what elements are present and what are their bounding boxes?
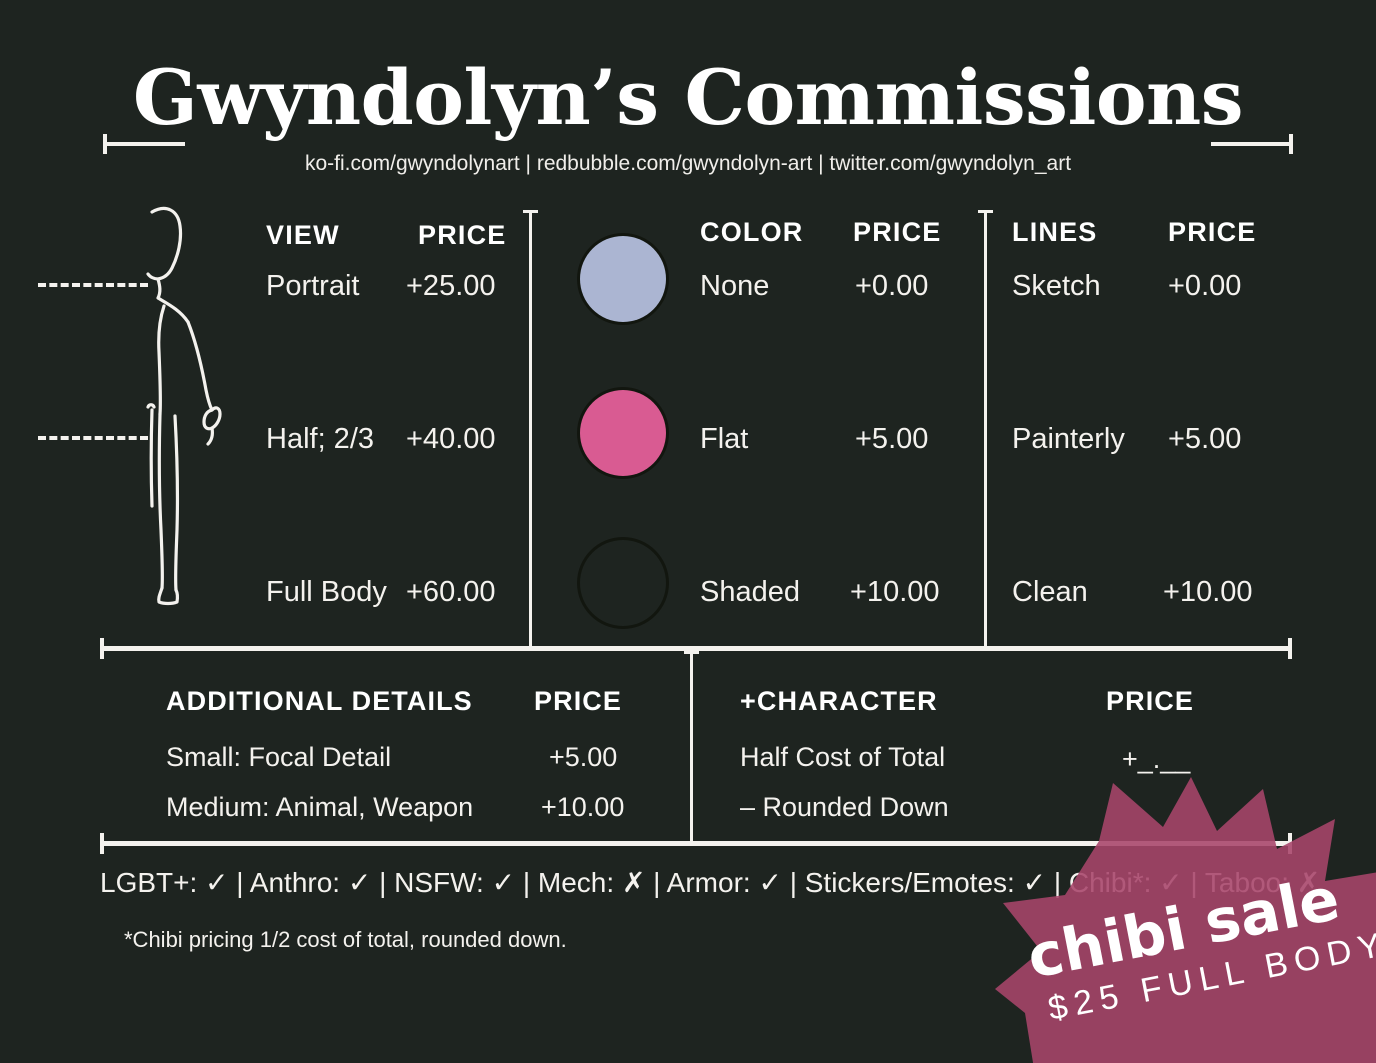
- character-row-label-rounded: – Rounded Down: [740, 792, 949, 822]
- header-rule-left: [103, 134, 185, 154]
- color-column-header: COLOR: [700, 217, 804, 247]
- lines-price-column-header: PRICE: [1168, 217, 1257, 247]
- divider-details-character: [684, 651, 699, 845]
- lines-row-price-clean: +10.00: [1163, 576, 1253, 608]
- details-row-price-medium: +10.00: [541, 792, 625, 822]
- color-price-column-header: PRICE: [853, 217, 942, 247]
- lines-row-label-painterly: Painterly: [1012, 423, 1125, 455]
- chibi-sale-badge: chibi sale $25 FULL BODY: [995, 775, 1376, 1063]
- view-row-label-fullbody: Full Body: [266, 576, 387, 608]
- view-row-label-portrait: Portrait: [266, 270, 360, 302]
- lines-row-label-sketch: Sketch: [1012, 270, 1101, 302]
- top-section: VIEW PRICE Portrait +25.00 Half; 2/3 +40…: [0, 200, 1376, 650]
- half-crop-dashline: [38, 436, 148, 440]
- color-swatch-none: [580, 236, 666, 322]
- color-swatch-flat: [580, 390, 666, 476]
- color-row-label-none: None: [700, 270, 770, 302]
- chibi-footnote: *Chibi pricing 1/2 cost of total, rounde…: [124, 927, 567, 952]
- color-row-price-none: +0.00: [855, 270, 929, 302]
- color-swatch-shaded: [580, 540, 666, 626]
- header: Gwyndolyn’s Commissions ko-fi.com/gwyndo…: [0, 0, 1376, 195]
- header-rule-right: [1211, 134, 1293, 154]
- lines-row-label-clean: Clean: [1012, 576, 1088, 608]
- lines-row-price-painterly: +5.00: [1168, 423, 1242, 455]
- details-row-label-medium: Medium: Animal, Weapon: [166, 792, 474, 822]
- details-price-column-header: PRICE: [534, 686, 623, 716]
- lines-column-header: LINES: [1012, 217, 1098, 247]
- view-row-label-half: Half; 2/3: [266, 423, 374, 455]
- lines-row-price-sketch: +0.00: [1168, 270, 1242, 302]
- starburst-shape: [995, 777, 1376, 1063]
- social-links: ko-fi.com/gwyndolynart | redbubble.com/g…: [304, 152, 1072, 175]
- portrait-crop-dashline: [38, 283, 148, 287]
- body-figure-illustration: [146, 206, 222, 606]
- page-title: Gwyndolyn’s Commissions: [132, 53, 1244, 142]
- view-row-price-half: +40.00: [406, 423, 496, 455]
- color-row-price-flat: +5.00: [855, 423, 929, 455]
- details-row-label-small: Small: Focal Detail: [166, 742, 392, 772]
- section-rule-middle: [100, 638, 1292, 659]
- character-price-column-header: PRICE: [1106, 686, 1195, 716]
- color-row-label-shaded: Shaded: [700, 576, 800, 608]
- divider-view-color: [523, 210, 538, 650]
- character-column-header: +CHARACTER: [740, 686, 938, 716]
- view-row-price-fullbody: +60.00: [406, 576, 496, 608]
- details-column-header: ADDITIONAL DETAILS: [166, 686, 473, 716]
- character-row-price-halfcost: +_.__: [1122, 744, 1191, 774]
- view-column-header: VIEW: [266, 220, 340, 250]
- view-price-column-header: PRICE: [418, 220, 507, 250]
- divider-color-lines: [978, 210, 993, 650]
- details-row-price-small: +5.00: [549, 742, 618, 772]
- color-row-label-flat: Flat: [700, 423, 749, 455]
- color-row-price-shaded: +10.00: [850, 576, 940, 608]
- character-row-label-halfcost: Half Cost of Total: [740, 742, 946, 772]
- view-row-price-portrait: +25.00: [406, 270, 496, 302]
